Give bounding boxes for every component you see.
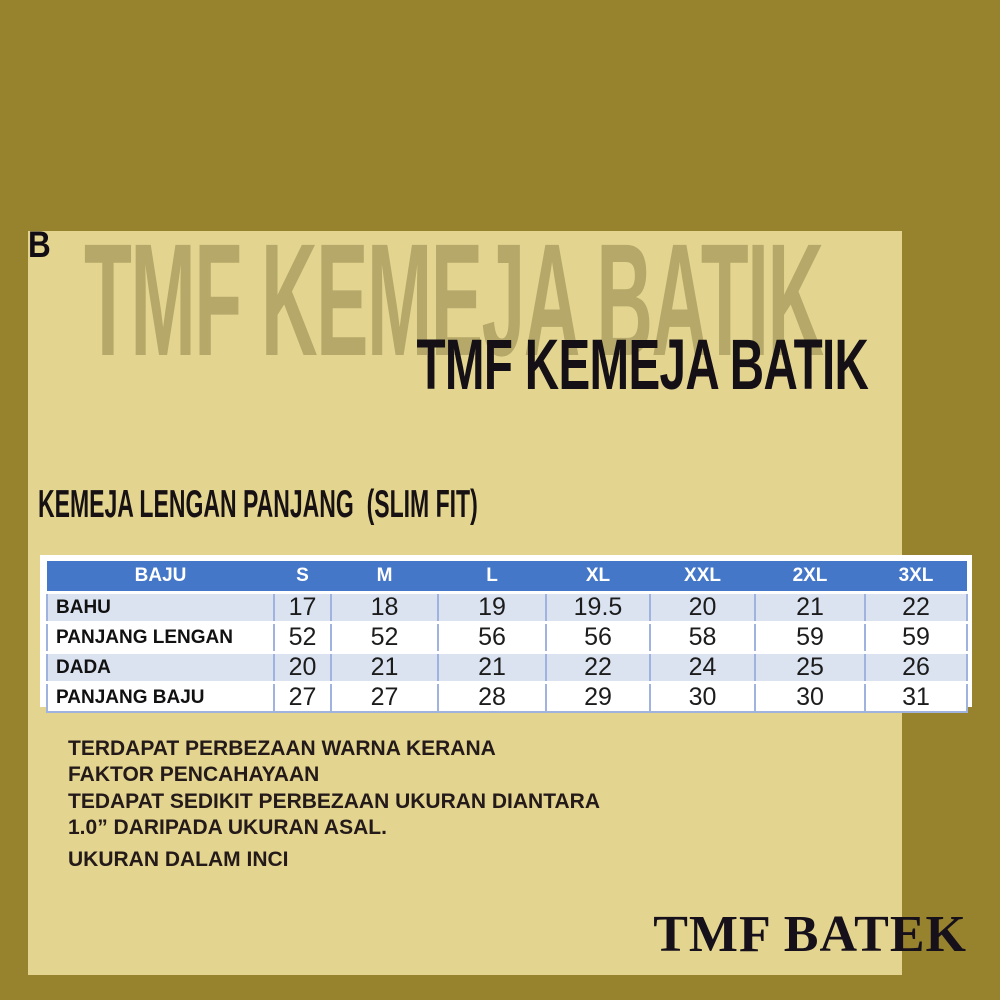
size-cell: 27 <box>273 681 332 713</box>
column-header-3xl: 3XL <box>865 561 967 594</box>
size-cell: 29 <box>545 681 651 713</box>
product-heading: KEMEJA LENGAN PANJANG (SLIM FIT) <box>38 483 478 526</box>
note-line: TERDAPAT PERBEZAAN WARNA KERANA <box>68 737 496 760</box>
brand-watermark: TMF KEMEJA BATIK <box>84 210 824 389</box>
table-header-row: BAJU S M L XL XXL 2XL 3XL <box>47 561 967 594</box>
size-cell: 31 <box>864 681 968 713</box>
size-cell: 52 <box>330 621 439 653</box>
table-row-dada: DADA 20 21 21 22 24 25 26 <box>46 651 968 683</box>
size-chart-frame: BAJU S M L XL XXL 2XL 3XL BAHU 17 18 19 … <box>40 555 972 713</box>
corner-label: B <box>28 224 51 265</box>
row-label: BAHU <box>46 591 275 623</box>
column-header-m: M <box>331 561 438 594</box>
size-cell: 26 <box>864 651 968 683</box>
row-label: PANJANG BAJU <box>46 681 275 713</box>
size-cell: 30 <box>754 681 866 713</box>
row-label: DADA <box>46 651 275 683</box>
brand-logo-text: TMF BATEK <box>653 906 967 963</box>
size-chart-table: BAJU S M L XL XXL 2XL 3XL BAHU 17 18 19 … <box>46 561 968 713</box>
size-cell: 21 <box>330 651 439 683</box>
size-cell: 22 <box>864 591 968 623</box>
size-cell: 52 <box>273 621 332 653</box>
size-cell: 20 <box>273 651 332 683</box>
size-cell: 59 <box>754 621 866 653</box>
column-header-2xl: 2XL <box>755 561 865 594</box>
size-cell: 21 <box>437 651 547 683</box>
size-cell: 19.5 <box>545 591 651 623</box>
size-cell: 25 <box>754 651 866 683</box>
note-unit: UKURAN DALAM INCI <box>68 847 288 873</box>
column-header-l: L <box>438 561 546 594</box>
size-cell: 58 <box>649 621 756 653</box>
table-row-panjang-baju: PANJANG BAJU 27 27 28 29 30 30 31 <box>46 681 968 713</box>
size-cell: 19 <box>437 591 547 623</box>
size-cell: 30 <box>649 681 756 713</box>
table-row-bahu: BAHU 17 18 19 19.5 20 21 22 <box>46 591 968 623</box>
note-line: TEDAPAT SEDIKIT PERBEZAAN UKURAN DIANTAR… <box>68 790 600 813</box>
row-label: PANJANG LENGAN <box>46 621 275 653</box>
size-cell: 56 <box>545 621 651 653</box>
size-cell: 18 <box>330 591 439 623</box>
note-color-difference: TERDAPAT PERBEZAAN WARNA KERANA FAKTOR P… <box>68 736 496 788</box>
size-cell: 22 <box>545 651 651 683</box>
table-row-panjang-lengan: PANJANG LENGAN 52 52 56 56 58 59 59 <box>46 621 968 653</box>
column-header-xl: XL <box>546 561 650 594</box>
size-cell: 24 <box>649 651 756 683</box>
column-header-baju: BAJU <box>47 561 274 594</box>
page-title: TMF KEMEJA BATIK <box>416 326 868 405</box>
note-line: UKURAN DALAM INCI <box>68 848 289 871</box>
size-cell: 27 <box>330 681 439 713</box>
note-line: FAKTOR PENCAHAYAAN <box>68 763 320 786</box>
size-cell: 59 <box>864 621 968 653</box>
size-cell: 28 <box>437 681 547 713</box>
column-header-s: S <box>274 561 331 594</box>
size-cell: 56 <box>437 621 547 653</box>
note-line: 1.0” DARIPADA UKURAN ASAL. <box>68 816 387 839</box>
column-header-xxl: XXL <box>650 561 755 594</box>
note-size-difference: TEDAPAT SEDIKIT PERBEZAAN UKURAN DIANTAR… <box>68 789 600 841</box>
size-cell: 17 <box>273 591 332 623</box>
size-cell: 20 <box>649 591 756 623</box>
size-cell: 21 <box>754 591 866 623</box>
